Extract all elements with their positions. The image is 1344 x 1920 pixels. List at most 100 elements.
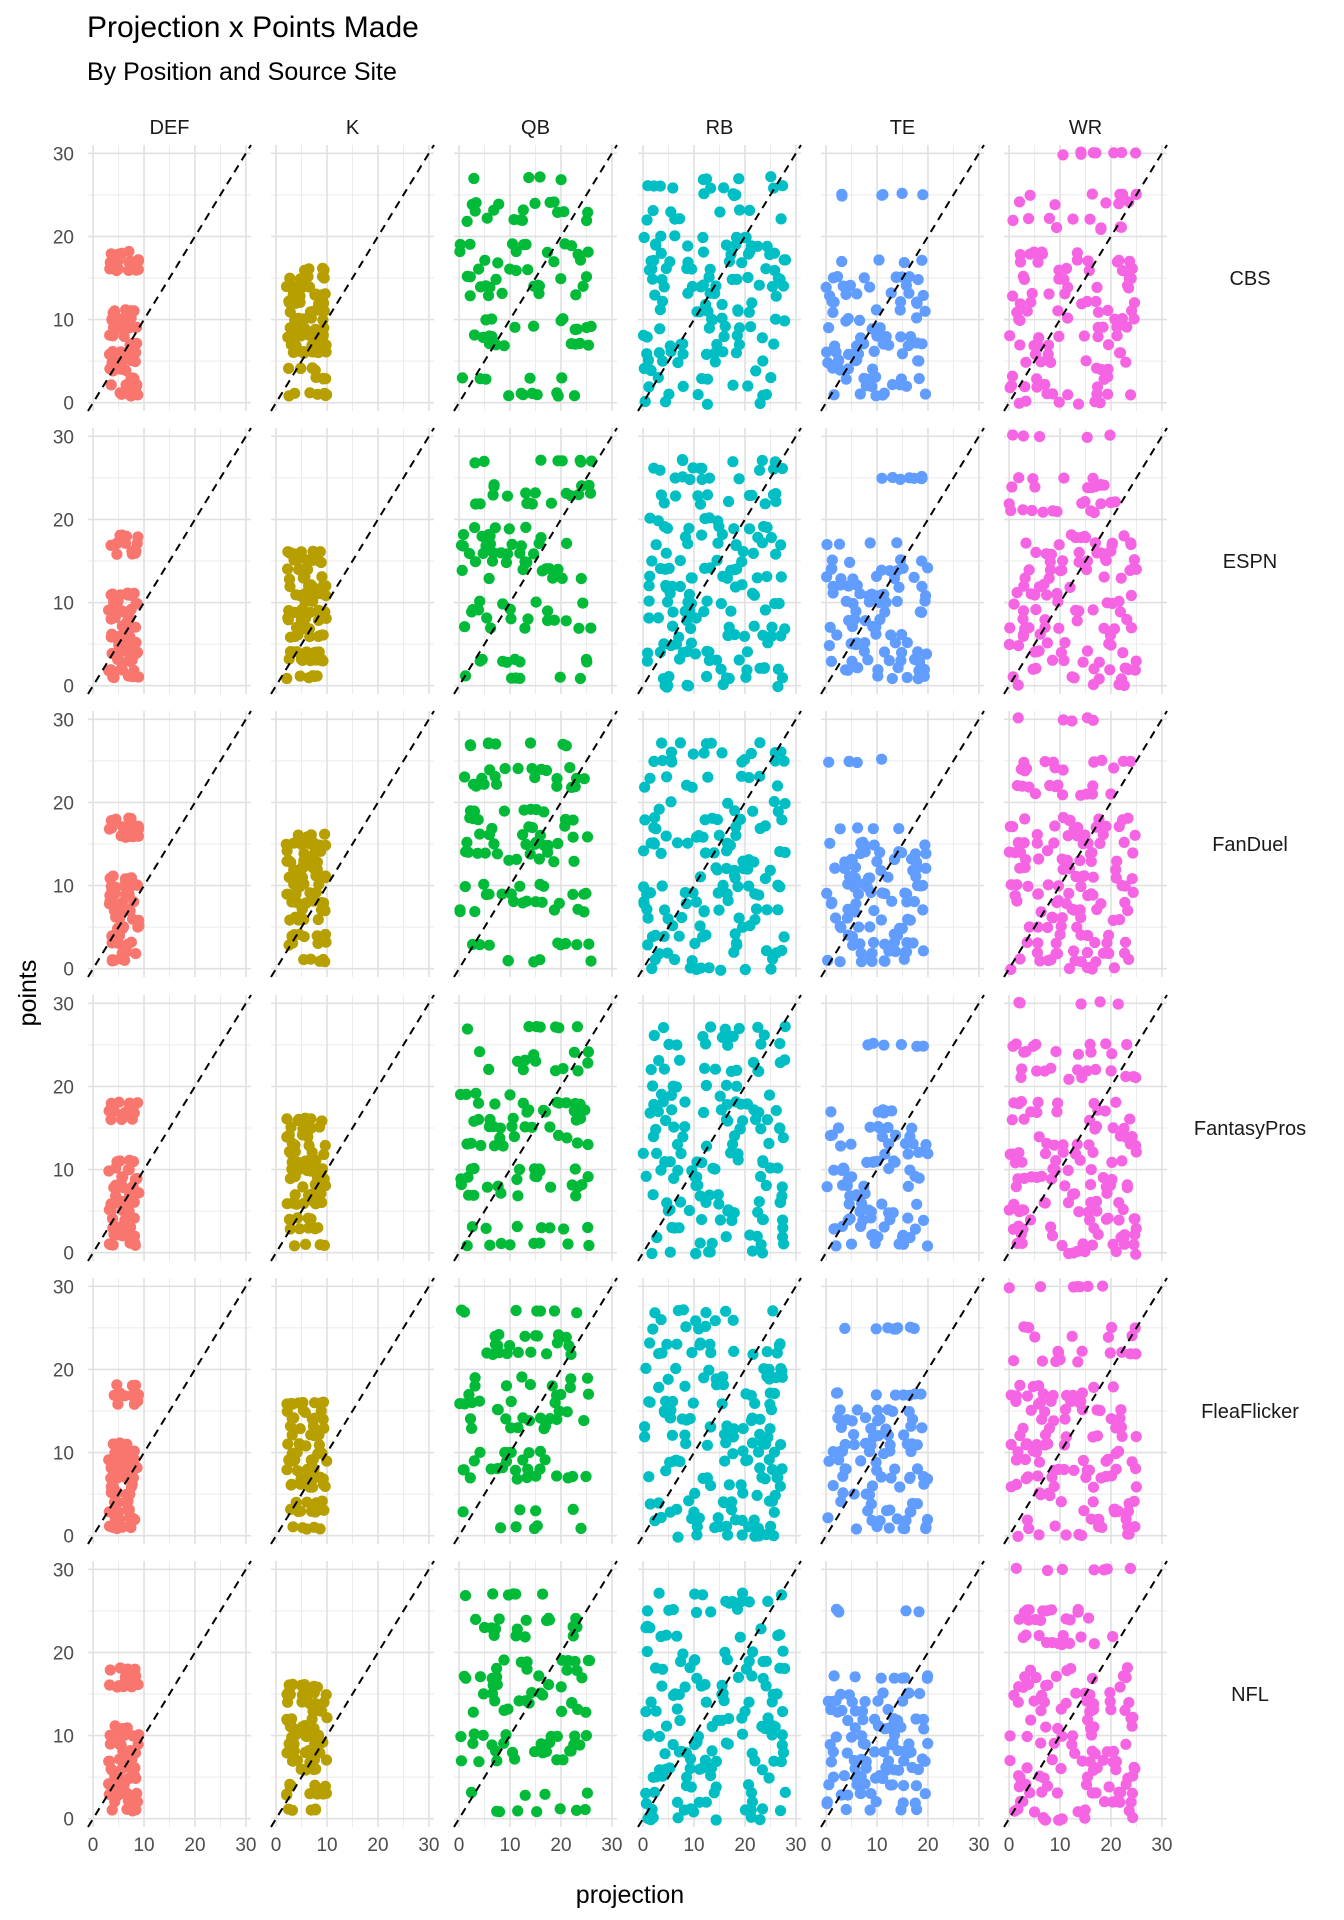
data-point-rb	[761, 1346, 773, 1358]
data-point-qb	[454, 238, 466, 251]
data-point-qb	[556, 1705, 568, 1717]
data-point-qb	[545, 497, 558, 509]
data-point-qb	[478, 878, 490, 890]
data-point-wr	[1028, 1695, 1040, 1707]
data-point-rb	[682, 256, 694, 268]
data-point-te	[858, 839, 871, 851]
data-point-te	[876, 753, 888, 765]
data-point-k	[286, 1713, 298, 1725]
y-tick-label: 0	[63, 1810, 74, 1831]
data-point-rb	[679, 1681, 691, 1693]
data-point-wr	[1014, 1771, 1026, 1784]
data-point-rb	[752, 1021, 764, 1033]
data-point-rb	[774, 846, 786, 858]
data-point-wr	[1025, 1714, 1037, 1726]
data-point-rb	[709, 1315, 721, 1327]
x-tick-label: 10	[316, 1835, 337, 1856]
data-point-te	[903, 1406, 915, 1418]
data-point-rb	[674, 1196, 687, 1208]
data-point-te	[913, 373, 925, 385]
data-point-rb	[669, 490, 682, 502]
data-point-rb	[662, 596, 674, 608]
data-point-te	[876, 564, 888, 576]
data-point-k	[291, 1212, 304, 1224]
data-point-te	[824, 837, 836, 849]
data-point-qb	[568, 390, 581, 402]
data-point-rb	[727, 1448, 739, 1460]
data-point-def	[112, 1505, 124, 1517]
data-point-te	[889, 1463, 901, 1475]
data-point-k	[285, 281, 297, 293]
data-point-qb	[476, 653, 488, 666]
data-point-rb	[756, 1471, 768, 1483]
data-point-te	[836, 188, 848, 200]
data-point-k	[285, 1121, 297, 1133]
data-point-wr	[1088, 1222, 1100, 1234]
data-point-te	[883, 1522, 895, 1534]
data-point-rb	[667, 1739, 679, 1751]
data-point-te	[920, 648, 933, 660]
data-point-qb	[569, 1098, 581, 1110]
data-point-qb	[583, 1239, 595, 1252]
data-point-rb	[779, 254, 792, 266]
panel-cbs-def	[87, 144, 252, 412]
data-point-rb	[716, 1679, 728, 1691]
data-point-wr	[1012, 679, 1024, 691]
data-point-wr	[1078, 330, 1090, 342]
data-point-te	[878, 1746, 890, 1758]
data-point-wr	[1121, 1662, 1133, 1674]
data-point-wr	[1052, 880, 1064, 892]
data-point-qb	[517, 204, 529, 216]
data-point-qb	[469, 522, 481, 534]
data-point-qb	[554, 1803, 566, 1815]
data-point-qb	[539, 1788, 551, 1800]
data-point-wr	[1038, 1772, 1050, 1784]
data-point-te	[849, 1705, 862, 1717]
data-point-qb	[460, 1672, 472, 1684]
data-point-rb	[644, 772, 656, 784]
data-point-wr	[1116, 147, 1128, 159]
data-point-def	[133, 1729, 145, 1741]
data-point-wr	[1097, 1172, 1109, 1184]
data-point-rb	[659, 1156, 671, 1168]
data-point-wr	[1068, 1464, 1080, 1476]
data-point-qb	[552, 455, 564, 467]
data-point-wr	[1004, 330, 1016, 342]
data-point-qb	[529, 772, 541, 784]
data-point-rb	[651, 1147, 663, 1159]
data-point-k	[295, 362, 307, 374]
data-point-rb	[763, 1137, 775, 1150]
data-point-k	[294, 670, 306, 682]
data-point-wr	[1081, 431, 1093, 443]
data-point-te	[865, 1788, 877, 1800]
data-point-qb	[534, 954, 546, 966]
data-point-wr	[1097, 1280, 1109, 1292]
data-point-rb	[723, 1479, 735, 1491]
data-point-wr	[1004, 821, 1016, 833]
data-point-k	[319, 828, 331, 840]
data-point-te	[872, 1430, 885, 1442]
data-point-te	[920, 1139, 932, 1151]
data-point-def	[105, 1114, 117, 1126]
data-point-rb	[732, 881, 744, 893]
data-point-rb	[677, 348, 689, 360]
data-point-wr	[1021, 1390, 1034, 1402]
data-point-te	[886, 673, 898, 685]
panel-espn-te	[820, 427, 985, 695]
data-point-qb	[509, 321, 521, 333]
data-point-te	[898, 1780, 910, 1792]
data-point-rb	[639, 1421, 651, 1433]
data-point-qb	[486, 313, 498, 325]
data-point-wr	[1031, 373, 1043, 385]
data-point-rb	[668, 1081, 680, 1093]
data-point-def	[132, 531, 144, 543]
data-point-def	[131, 321, 143, 333]
x-tick-label: 30	[418, 1835, 439, 1856]
data-point-rb	[730, 937, 743, 949]
identity-reference-line	[453, 710, 618, 978]
data-point-te	[896, 922, 908, 935]
data-point-qb	[463, 1389, 475, 1401]
data-point-te	[902, 340, 915, 352]
data-point-qb	[533, 1670, 545, 1682]
data-point-k	[318, 264, 330, 276]
